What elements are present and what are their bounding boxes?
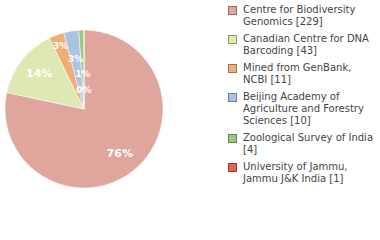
legend: Centre for Biodiversity Genomics [229] Ca… xyxy=(228,4,374,190)
legend-entry: Centre for Biodiversity Genomics [229] xyxy=(228,4,374,28)
legend-swatch xyxy=(228,93,237,102)
legend-label: Zoological Survey of India [4] xyxy=(243,132,374,156)
data-label: 3% xyxy=(53,41,68,51)
slices xyxy=(5,30,163,188)
data-label: 14% xyxy=(26,67,52,80)
legend-swatch xyxy=(228,134,237,143)
data-label: 3% xyxy=(68,54,83,64)
legend-label: Centre for Biodiversity Genomics [229] xyxy=(243,4,374,28)
data-label: 76% xyxy=(107,147,133,160)
data-label: 0% xyxy=(76,85,91,95)
legend-entry: Canadian Centre for DNA Barcoding [43] xyxy=(228,33,374,57)
legend-swatch xyxy=(228,6,237,15)
legend-swatch xyxy=(228,35,237,44)
pie-slice xyxy=(5,30,163,188)
legend-label: Beijing Academy of Agriculture and Fores… xyxy=(243,91,374,127)
legend-label: University of Jammu, Jammu J&K India [1] xyxy=(243,161,374,185)
legend-entry: Beijing Academy of Agriculture and Fores… xyxy=(228,91,374,127)
legend-entry: Mined from GenBank, NCBI [11] xyxy=(228,62,374,86)
legend-swatch xyxy=(228,163,237,172)
data-labels: 76% 14% 3%3% 1% 0% xyxy=(26,41,133,160)
data-label: 1% xyxy=(75,69,90,79)
legend-entry: University of Jammu, Jammu J&K India [1] xyxy=(228,161,374,185)
legend-entry: Zoological Survey of India [4] xyxy=(228,132,374,156)
legend-label: Canadian Centre for DNA Barcoding [43] xyxy=(243,33,374,57)
legend-swatch xyxy=(228,64,237,73)
legend-label: Mined from GenBank, NCBI [11] xyxy=(243,62,374,86)
